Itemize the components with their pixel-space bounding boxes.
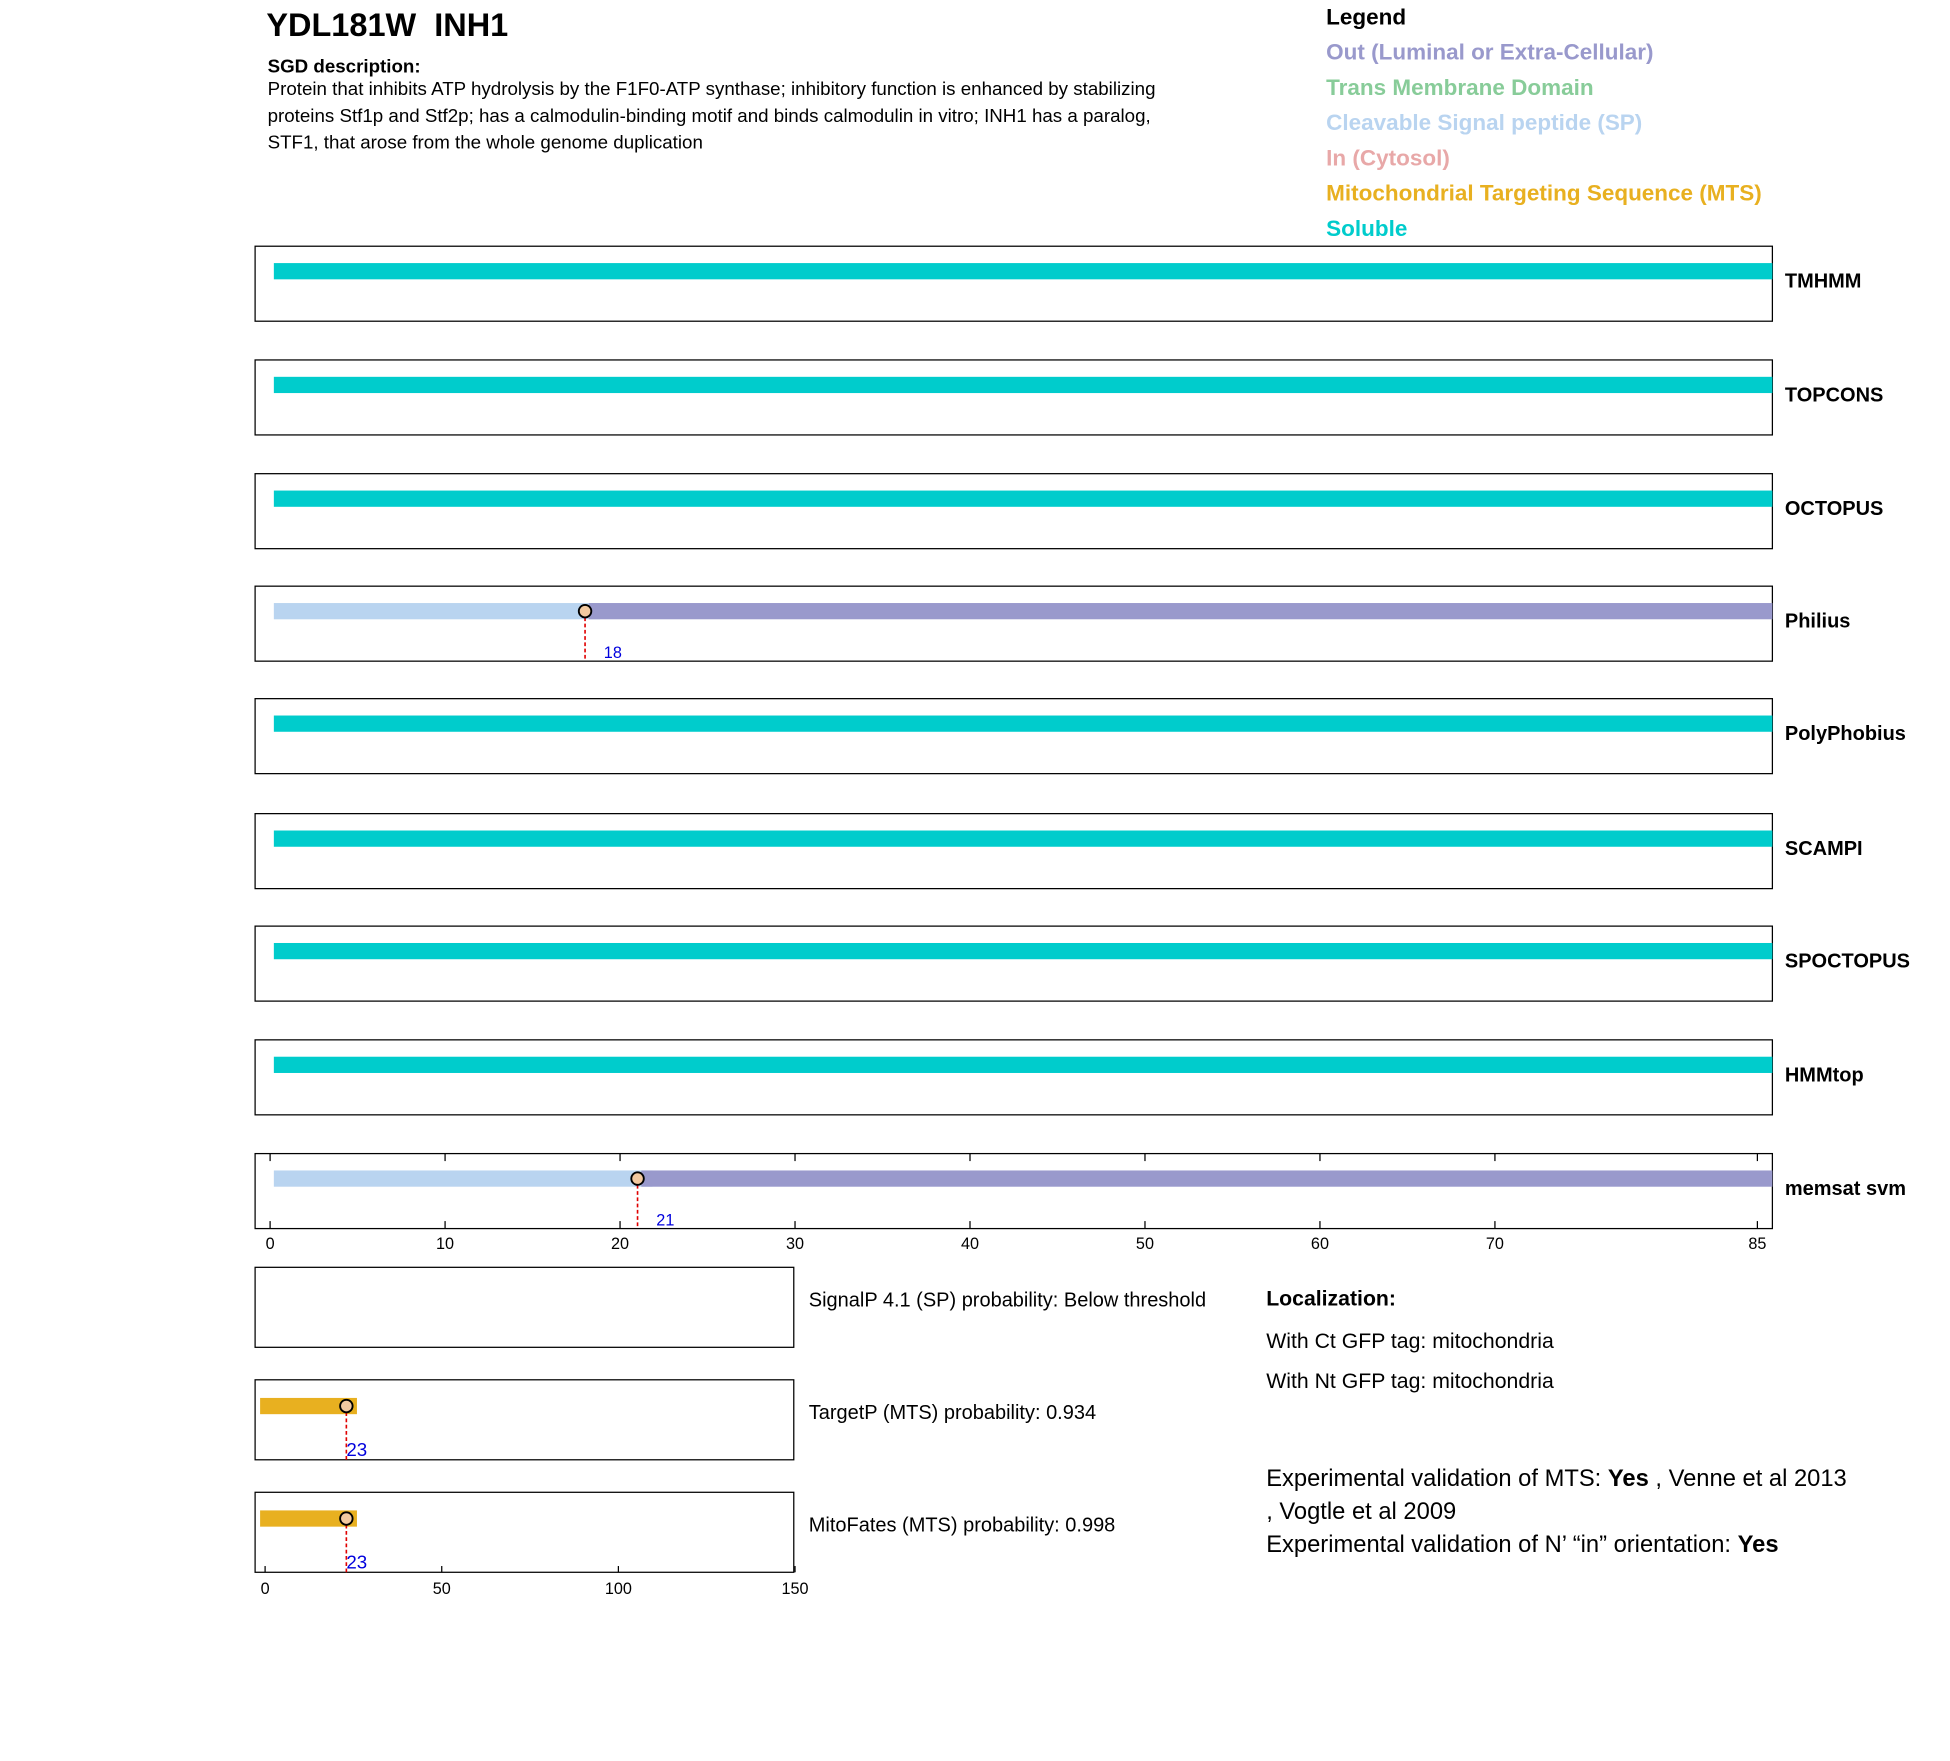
panel-frame [254,1379,795,1461]
cleavage-label: 23 [346,1551,367,1572]
track-name: SCAMPI [1785,838,1863,860]
legend-item: Mitochondrial Targeting Sequence (MTS) [1326,181,1762,206]
description-line: proteins Stf1p and Stf2p; has a calmodul… [268,105,1151,126]
cleavage-marker [339,1511,354,1526]
localization-line: With Ct GFP tag: mitochondria [1266,1329,1554,1353]
validation-text: , Vogtle et al 2009 [1266,1499,1456,1525]
panel-text: MitoFates (MTS) probability: 0.998 [809,1514,1116,1536]
segment [273,263,1773,280]
gene-title: YDL181W INH1 [266,7,508,43]
segment [273,1056,1773,1073]
track-frame [254,813,1774,890]
segment [273,490,1773,507]
cleavage-marker [577,603,593,619]
panel-frame [254,1266,795,1348]
validation-emphasis: Yes [1608,1466,1649,1492]
track-name: Philius [1785,611,1851,633]
legend-item: In (Cytosol) [1326,145,1450,170]
localization-title: Localization: [1266,1286,1396,1310]
validation-text: Experimental validation of MTS: [1266,1466,1608,1492]
track-frame [254,1039,1774,1116]
legend-item: Out (Luminal or Extra-Cellular) [1326,40,1653,65]
track-name: HMMtop [1785,1064,1864,1086]
validation-text: Experimental validation of N’ “in” orien… [1266,1532,1737,1558]
sgd-label: SGD description: [268,55,421,76]
x-tick-label: 100 [605,1580,632,1598]
legend-item: Soluble [1326,216,1407,241]
track-name: SPOCTOPUS [1785,951,1910,973]
track-frame [254,585,1774,662]
x-tick-label: 70 [1486,1235,1504,1253]
description-line: Protein that inhibits ATP hydrolysis by … [268,78,1156,99]
segment [273,715,1773,732]
legend-title: Legend [1326,5,1406,30]
segment [641,1170,1773,1187]
cleavage-marker [339,1398,354,1414]
x-tick-label: 50 [1136,1235,1154,1253]
track-frame [254,698,1774,775]
cleavage-label: 23 [346,1439,367,1460]
x-tick-label: 150 [781,1580,808,1598]
x-tick-label: 60 [1311,1235,1329,1253]
localization-line: With Nt GFP tag: mitochondria [1266,1369,1554,1393]
validation-line: Experimental validation of N’ “in” orien… [1266,1532,1778,1558]
description-line: STF1, that arose from the whole genome d… [268,132,703,153]
validation-emphasis: Yes [1738,1532,1779,1558]
track-frame [254,1152,1774,1230]
track-frame [254,359,1774,436]
track-frame [254,245,1774,322]
segment [273,830,1773,847]
validation-line: Experimental validation of MTS: Yes , Ve… [1266,1466,1847,1492]
legend-item: Trans Membrane Domain [1326,75,1593,100]
x-tick-label: 50 [433,1580,451,1598]
x-tick-label: 30 [786,1235,804,1253]
track-frame [254,473,1774,550]
validation-line: , Vogtle et al 2009 [1266,1499,1456,1525]
x-tick-label: 0 [266,1235,275,1253]
x-tick-label: 85 [1748,1235,1766,1253]
track-name: TOPCONS [1785,384,1883,406]
segment [588,603,1773,620]
panel-frame [254,1491,795,1573]
validation-text: , Venne et al 2013 [1649,1466,1847,1492]
track-name: OCTOPUS [1785,498,1883,520]
legend-item: Cleavable Signal peptide (SP) [1326,110,1642,135]
x-tick-label: 20 [611,1235,629,1253]
x-tick-label: 0 [261,1580,270,1598]
track-name: PolyPhobius [1785,723,1906,745]
cleavage-label: 21 [656,1211,674,1229]
segment [273,376,1773,394]
cleavage-label: 18 [604,644,622,662]
x-tick-label: 10 [436,1235,454,1253]
cleavage-marker [630,1171,645,1186]
segment [260,1510,357,1527]
track-name: memsat svm [1785,1178,1906,1200]
segment [273,603,601,620]
segment [273,942,1773,960]
panel-text: SignalP 4.1 (SP) probability: Below thre… [809,1289,1206,1311]
track-name: TMHMM [1785,271,1862,293]
track-frame [254,925,1774,1002]
segment [273,1170,653,1187]
x-tick-label: 40 [961,1235,979,1253]
segment [260,1397,357,1415]
panel-text: TargetP (MTS) probability: 0.934 [809,1402,1096,1424]
